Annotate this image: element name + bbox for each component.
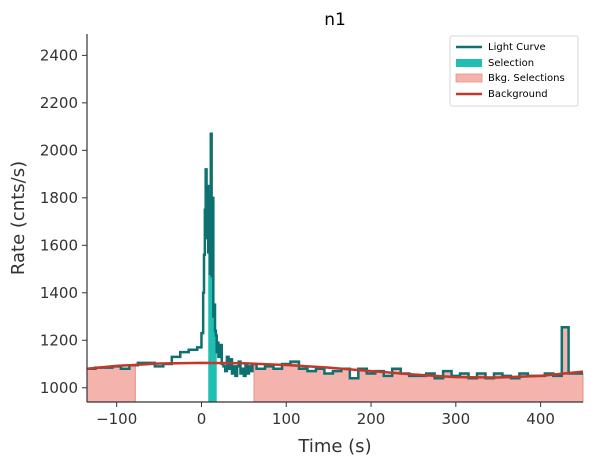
y-tick-label: 1600 [40,236,78,254]
x-tick-label: 100 [272,410,301,428]
y-tick-label: 1400 [40,284,78,302]
x-tick-label: 200 [357,410,386,428]
y-tick-label: 2400 [40,46,78,64]
x-tick-label: −100 [96,410,137,428]
x-tick-label: 0 [197,410,207,428]
y-tick-label: 2200 [40,94,78,112]
y-ticks: 1000 1200 1400 1600 1800 2000 2200 2400 [40,46,87,397]
bkg-selection-area [253,326,584,403]
y-tick-label: 2000 [40,141,78,159]
legend-box [449,35,579,107]
x-tick-label: 300 [442,410,471,428]
bkg-selection-area [86,364,136,403]
light-curve-line [87,132,583,380]
y-tick-label: 1000 [40,379,78,397]
legend-label-light-curve: Light Curve [488,42,546,53]
legend-label-selection: Selection [488,58,534,69]
light-curve-layer [87,132,583,380]
background-model-layer [86,361,584,379]
legend-swatch-selection [456,59,482,67]
y-axis-label: Rate (cnts/s) [8,161,29,275]
x-ticks: −100 0 100 200 300 400 [96,402,555,428]
x-tick-label: 400 [526,410,555,428]
legend: Light Curve Selection Bkg. Selections Ba… [449,35,579,107]
chart-title: n1 [324,10,346,30]
legend-label-bkg-selections: Bkg. Selections [488,73,565,84]
y-tick-label: 1200 [40,331,78,349]
y-tick-label: 1800 [40,189,78,207]
legend-swatch-bkg-selections [455,73,483,83]
x-axis-label: Time (s) [297,436,371,457]
background-model-line [86,361,584,379]
legend-label-background: Background [488,89,548,100]
